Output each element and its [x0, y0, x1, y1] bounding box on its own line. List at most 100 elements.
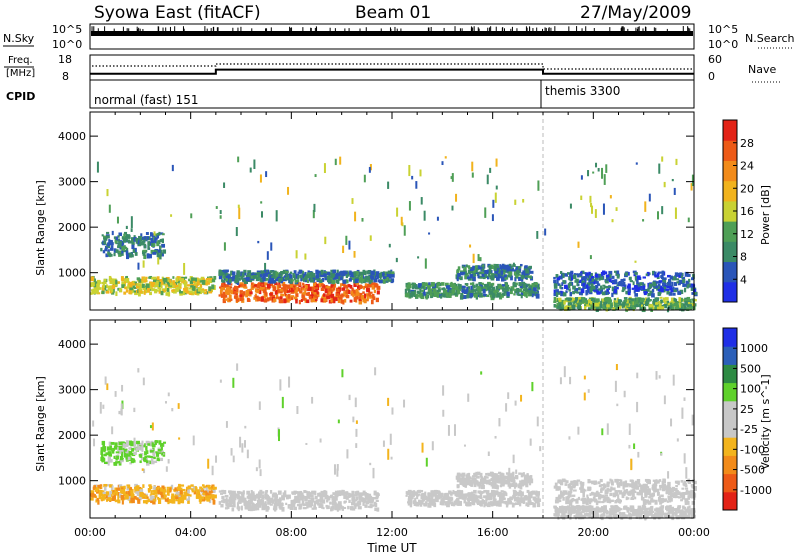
echo-cell [657, 291, 662, 296]
echo-cell [125, 234, 128, 237]
echo-cell [688, 283, 692, 287]
echo-cell [457, 273, 461, 277]
echo-cell [572, 300, 576, 306]
echo-cell [186, 284, 191, 287]
echo-cell [440, 499, 444, 504]
echo-cell [309, 274, 314, 278]
echo-cell [532, 284, 536, 289]
echo-cell [183, 491, 187, 494]
echo-cell [461, 497, 466, 500]
echo-cell [680, 279, 684, 285]
echo-cell [421, 497, 425, 502]
echo-cell [469, 274, 474, 279]
echo-cell [580, 288, 584, 293]
echo-cell [126, 239, 131, 242]
echo-cell [462, 295, 467, 299]
echo-cell [358, 298, 362, 301]
echo-cell [611, 292, 614, 298]
echo-cell [304, 271, 307, 277]
echo-cell [529, 284, 533, 287]
echo-cell [231, 291, 235, 294]
echo-cell [120, 451, 124, 457]
echo-cell [141, 276, 146, 282]
echo-cell [128, 450, 133, 456]
echo-cell [657, 307, 662, 311]
echo-cell [229, 494, 233, 500]
echo-cell [266, 251, 269, 260]
echo-cell [231, 497, 236, 501]
echo-cell [299, 495, 303, 501]
echo-cell [578, 301, 582, 305]
echo-cell [500, 276, 505, 282]
echo-cell [154, 494, 158, 498]
echo-cell [330, 293, 335, 299]
echo-cell [262, 295, 266, 299]
echo-cell [326, 499, 329, 503]
echo-cell [131, 493, 134, 498]
echo-cell [228, 278, 232, 283]
echo-cell [597, 167, 600, 172]
echo-cell [348, 240, 351, 250]
echo-cell [639, 302, 644, 305]
echo-cell [382, 279, 386, 284]
echo-cell [468, 479, 472, 483]
echo-cell [265, 278, 269, 281]
echo-cell [132, 248, 136, 253]
echo-cell [150, 495, 154, 499]
echo-cell [340, 506, 344, 510]
echo-cell [391, 271, 395, 275]
echo-cell [276, 498, 281, 502]
echo-cell [245, 293, 249, 298]
echo-cell [490, 283, 493, 289]
echo-cell [118, 250, 122, 254]
echo-cell [460, 292, 464, 298]
echo-cell [405, 288, 410, 291]
echo-cell [332, 269, 337, 274]
echo-cell [676, 480, 680, 485]
echo-cell [483, 293, 487, 297]
echo-cell [665, 288, 670, 291]
echo-cell [357, 285, 360, 289]
echo-cell [335, 279, 338, 283]
echo-cell [600, 494, 605, 499]
date-title: 27/May/2009 [580, 3, 692, 23]
echo-cell [564, 298, 567, 301]
echo-cell [264, 269, 267, 273]
echo-cell [124, 286, 128, 290]
echo-cell [359, 500, 362, 503]
echo-cell [667, 274, 671, 278]
echo-cell [167, 291, 171, 297]
echo-cell [366, 270, 369, 275]
echo-cell [622, 303, 626, 308]
echo-cell [222, 291, 226, 295]
echo-cell [218, 271, 222, 276]
echo-cell [261, 211, 264, 218]
echo-cell [486, 493, 491, 498]
echo-cell [90, 490, 95, 494]
echo-cell [258, 289, 262, 295]
echo-cell [261, 286, 265, 292]
echo-cell [367, 496, 371, 500]
echo-cell [509, 290, 513, 295]
echo-cell [130, 216, 133, 228]
echo-cell [149, 485, 153, 490]
echo-cell [306, 504, 309, 509]
echo-cell [347, 492, 350, 497]
echo-cell [102, 457, 106, 460]
echo-cell [103, 453, 107, 457]
echo-cell [129, 287, 134, 291]
echo-cell [262, 504, 265, 510]
echo-cell [590, 276, 595, 282]
echo-cell [518, 288, 522, 292]
echo-cell [490, 276, 495, 281]
echo-cell [413, 490, 416, 493]
echo-cell [156, 241, 160, 247]
echo-cell [138, 235, 142, 239]
echo-cell [104, 245, 109, 249]
echo-cell [640, 287, 643, 290]
echo-cell [261, 273, 264, 277]
echo-cell [295, 250, 298, 259]
echo-cell [142, 260, 145, 268]
echo-cell [254, 288, 258, 293]
echo-cell [658, 163, 661, 174]
